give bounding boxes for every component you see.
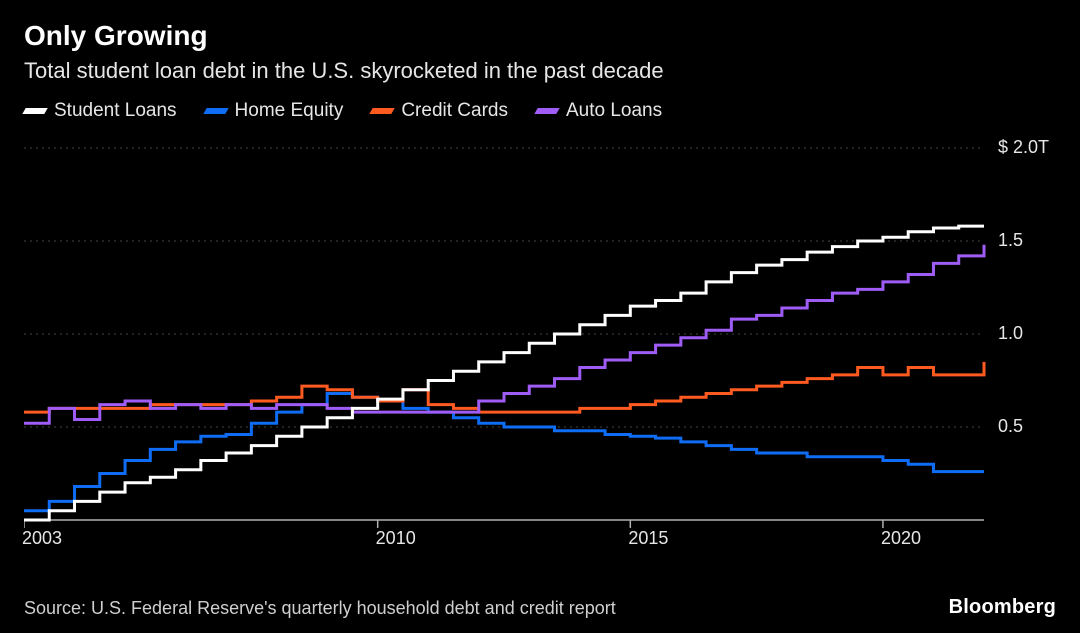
x-axis-label: 2020 [881, 528, 921, 549]
legend-item-student-loans: Student Loans [24, 100, 177, 122]
legend-swatch [370, 108, 395, 114]
legend-swatch [534, 108, 559, 114]
y-axis-label: 1.5 [998, 230, 1023, 251]
brand-logo: Bloomberg [949, 596, 1056, 619]
y-axis-label: 1.0 [998, 323, 1023, 344]
source-text: Source: U.S. Federal Reserve's quarterly… [24, 598, 616, 619]
chart-subtitle: Total student loan debt in the U.S. skyr… [24, 58, 1056, 84]
x-axis-label: 2015 [628, 528, 668, 549]
x-axis-label: 2010 [376, 528, 416, 549]
y-axis-label: $ 2.0T [998, 137, 1049, 158]
legend-label: Auto Loans [566, 100, 662, 122]
legend-label: Student Loans [54, 100, 177, 122]
legend-item-auto-loans: Auto Loans [536, 100, 662, 122]
series-student-loans [24, 226, 984, 520]
series-credit-cards [24, 362, 984, 412]
chart-area: 0.5 1.0 1.5 $ 2.0T 2003 2010 2015 2020 [24, 130, 1056, 550]
chart-title: Only Growing [24, 20, 1056, 52]
legend-swatch [203, 108, 228, 114]
legend-item-credit-cards: Credit Cards [371, 100, 508, 122]
legend-item-home-equity: Home Equity [205, 100, 344, 122]
chart-legend: Student Loans Home Equity Credit Cards A… [24, 100, 1056, 122]
legend-swatch [22, 108, 47, 114]
x-axis-label: 2003 [22, 528, 62, 549]
legend-label: Credit Cards [401, 100, 508, 122]
legend-label: Home Equity [235, 100, 344, 122]
y-axis-label: 0.5 [998, 416, 1023, 437]
chart-svg [24, 130, 1056, 550]
